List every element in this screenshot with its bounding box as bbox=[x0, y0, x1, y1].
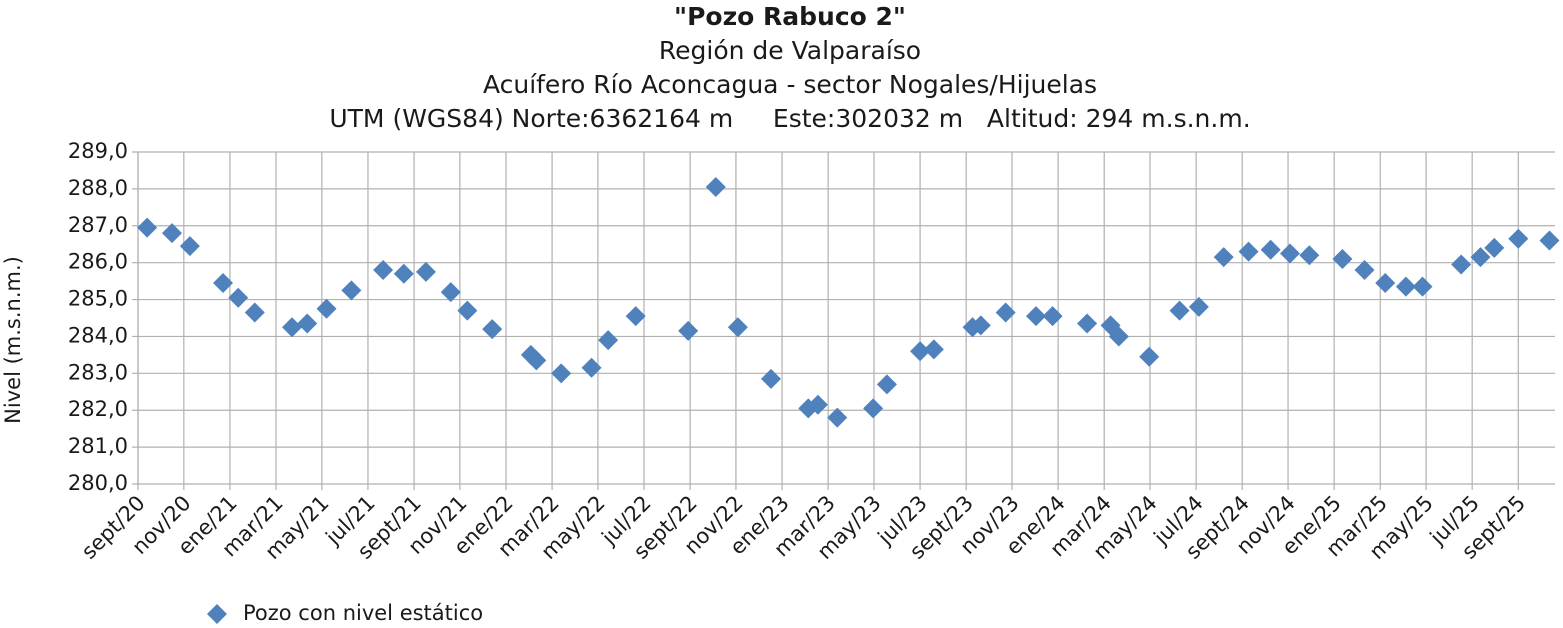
data-point bbox=[1077, 313, 1098, 334]
data-point bbox=[297, 313, 318, 334]
data-point bbox=[1279, 243, 1300, 264]
y-tick-label: 283,0 bbox=[68, 360, 128, 384]
y-tick-label: 288,0 bbox=[68, 176, 128, 200]
data-point bbox=[1484, 237, 1505, 258]
data-point bbox=[551, 363, 572, 384]
data-point bbox=[373, 260, 394, 281]
data-point bbox=[282, 317, 303, 338]
data-point bbox=[1042, 306, 1063, 327]
data-point bbox=[1139, 346, 1160, 367]
data-point bbox=[923, 339, 944, 360]
data-point bbox=[1260, 239, 1281, 260]
data-point bbox=[995, 302, 1016, 323]
chart-title: "Pozo Rabuco 2" bbox=[674, 2, 906, 31]
data-point bbox=[581, 357, 602, 378]
data-point bbox=[1299, 245, 1320, 266]
y-tick-label: 286,0 bbox=[68, 250, 128, 274]
data-point bbox=[678, 320, 699, 341]
legend-label: Pozo con nivel estático bbox=[243, 601, 483, 625]
data-point bbox=[440, 282, 461, 303]
data-point bbox=[1169, 300, 1190, 321]
data-point bbox=[598, 330, 619, 351]
data-point bbox=[910, 341, 931, 362]
y-tick-label: 287,0 bbox=[68, 213, 128, 237]
y-tick-label: 285,0 bbox=[68, 287, 128, 311]
data-point bbox=[760, 368, 781, 389]
data-point bbox=[705, 177, 726, 198]
data-point bbox=[1188, 296, 1209, 317]
data-point bbox=[415, 261, 436, 282]
data-point bbox=[1508, 228, 1529, 249]
data-point bbox=[863, 398, 884, 419]
data-point bbox=[1412, 276, 1433, 297]
chart-subtitle: Región de Valparaíso bbox=[659, 36, 921, 65]
data-point bbox=[1108, 326, 1129, 347]
y-axis-label: Nivel (m.s.n.m.) bbox=[1, 256, 25, 424]
data-point bbox=[1332, 248, 1353, 269]
data-point bbox=[526, 350, 547, 371]
y-tick-label: 282,0 bbox=[68, 397, 128, 421]
data-point bbox=[316, 298, 337, 319]
data-point bbox=[807, 394, 828, 415]
data-point bbox=[341, 280, 362, 301]
data-point bbox=[876, 374, 897, 395]
data-point bbox=[1470, 247, 1491, 268]
data-point bbox=[970, 315, 991, 336]
data-point bbox=[393, 263, 414, 284]
y-tick-label: 284,0 bbox=[68, 323, 128, 347]
chart-subtitle: Acuífero Río Aconcagua - sector Nogales/… bbox=[483, 70, 1097, 99]
data-point bbox=[482, 319, 503, 340]
data-point bbox=[1451, 254, 1472, 275]
legend-marker bbox=[207, 604, 227, 624]
data-point bbox=[457, 300, 478, 321]
y-tick-label: 281,0 bbox=[68, 434, 128, 458]
data-point bbox=[161, 223, 182, 244]
y-tick-label: 280,0 bbox=[68, 471, 128, 495]
data-point bbox=[1395, 276, 1416, 297]
data-point bbox=[727, 317, 748, 338]
data-point bbox=[625, 306, 646, 327]
data-point bbox=[1026, 306, 1047, 327]
data-point bbox=[1213, 247, 1234, 268]
data-point bbox=[827, 407, 848, 428]
data-point bbox=[179, 236, 200, 257]
data-point bbox=[1354, 260, 1375, 281]
data-point bbox=[1375, 272, 1396, 293]
y-tick-label: 289,0 bbox=[68, 139, 128, 163]
data-point bbox=[1238, 241, 1259, 262]
data-point bbox=[228, 287, 249, 308]
data-point bbox=[213, 272, 234, 293]
data-point bbox=[1539, 230, 1560, 251]
data-point bbox=[137, 217, 158, 238]
data-point bbox=[244, 302, 265, 323]
chart-subtitle: UTM (WGS84) Norte:6362164 m Este:302032 … bbox=[329, 104, 1250, 133]
